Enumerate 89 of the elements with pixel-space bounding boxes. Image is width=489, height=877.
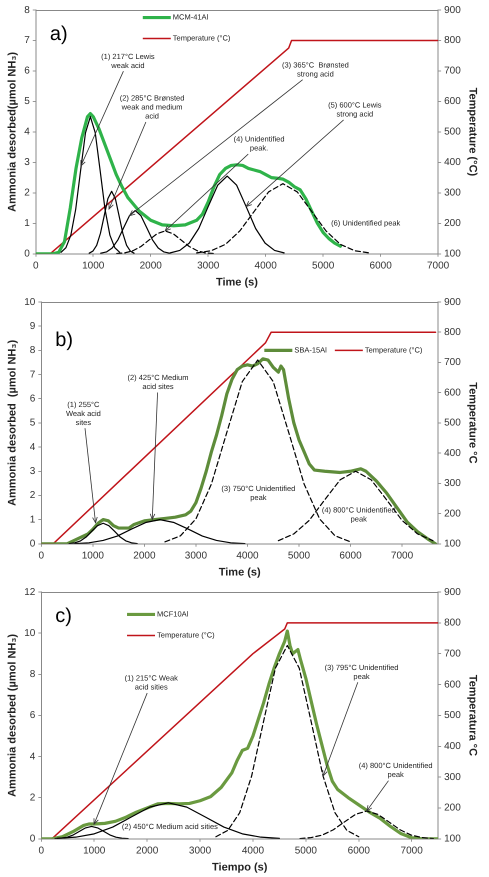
- y2-tick-label: 600: [444, 679, 462, 690]
- x-tick-label: 0: [38, 846, 45, 857]
- y-tick-label: 0: [24, 248, 30, 260]
- y2-tick-label: 300: [444, 478, 462, 490]
- x-tick-label: 3000: [188, 846, 212, 857]
- y2-tick-label: 300: [444, 188, 462, 199]
- x-tick-label: 7000: [390, 550, 414, 562]
- y-tick-label: 1: [30, 514, 36, 526]
- y2-tick-label: 700: [444, 66, 462, 77]
- x-tick-label: 4000: [242, 846, 265, 857]
- x-tick-label: 7000: [426, 260, 450, 272]
- y-axis-title: Ammonia desorbed (µmol NH₃): [6, 340, 19, 506]
- x-tick-label: 1000: [82, 550, 104, 562]
- x-tick-label: 2000: [136, 846, 159, 857]
- x-tick-label: 6000: [370, 260, 392, 272]
- x-tick-label: 3000: [184, 550, 208, 562]
- x-axis-title: Time (s): [216, 276, 258, 288]
- y2-tick-label: 400: [444, 741, 462, 752]
- y2-tick-label: 400: [444, 157, 462, 168]
- x-tick-label: 5000: [294, 846, 318, 857]
- y-tick-label: 5: [24, 96, 30, 108]
- y-tick-label: 12: [24, 586, 36, 598]
- y-tick-label: 8: [24, 4, 30, 16]
- y2-axis-title: Temperature (°C): [466, 88, 478, 177]
- x-axis-title: Tiempo (s): [212, 861, 268, 874]
- y2-tick-label: 800: [444, 35, 462, 46]
- y2-tick-label: 600: [444, 387, 462, 398]
- x-tick-label: 6000: [348, 846, 370, 857]
- y2-tick-label: 500: [444, 418, 462, 429]
- x-tick-label: 2000: [133, 550, 156, 562]
- y-tick-label: 10: [24, 296, 36, 308]
- y-tick-label: 10: [24, 628, 36, 639]
- y2-axis-title: Temperature °C: [466, 382, 478, 464]
- text: c): [55, 605, 72, 628]
- y2-tick-label: 100: [444, 248, 462, 260]
- y2-tick-label: 900: [444, 586, 462, 598]
- y2-tick-label: 200: [444, 218, 462, 230]
- y2-tick-label: 800: [444, 618, 462, 629]
- y2-tick-label: 500: [444, 126, 462, 138]
- y-tick-label: 4: [24, 126, 30, 138]
- x-tick-label: 4000: [254, 260, 278, 272]
- y2-tick-label: 100: [444, 834, 462, 845]
- x-axis-title: Time (s): [218, 566, 262, 578]
- x-tick-label: 7000: [400, 846, 424, 857]
- y-tick-label: 3: [24, 157, 30, 168]
- y-tick-label: 0: [30, 834, 36, 845]
- y-tick-label: 9: [30, 320, 36, 332]
- y-tick-label: 3: [30, 466, 36, 478]
- x-tick-label: 2000: [140, 260, 162, 272]
- y2-tick-label: 900: [444, 4, 462, 16]
- x-tick-label: 5000: [288, 550, 311, 562]
- y2-tick-label: 200: [444, 802, 462, 814]
- y-axis-title: Ammonia desorbed(µmol NH₃): [6, 52, 19, 212]
- y-tick-label: 4: [30, 442, 36, 453]
- y-tick-label: 0: [30, 538, 36, 550]
- y-tick-label: 1: [24, 218, 30, 230]
- x-tick-label: 6000: [339, 550, 362, 562]
- y2-tick-label: 300: [444, 772, 462, 783]
- x-tick-label: 5000: [312, 260, 335, 272]
- y2-tick-label: 100: [444, 538, 462, 550]
- text: b): [55, 329, 74, 352]
- x-tick-label: 3000: [197, 260, 220, 272]
- y-tick-label: 6: [24, 66, 30, 77]
- y2-tick-label: 600: [444, 96, 462, 108]
- y-tick-label: 2: [24, 188, 30, 199]
- y-tick-label: 4: [30, 751, 36, 762]
- y2-tick-label: 500: [444, 710, 462, 722]
- y2-tick-label: 700: [444, 357, 462, 368]
- y2-tick-label: 700: [444, 648, 462, 660]
- y2-axis-title: Temperatura °C: [466, 674, 478, 756]
- y-tick-label: 7: [30, 369, 36, 380]
- y-tick-label: 2: [30, 792, 36, 804]
- x-tick-label: 4000: [236, 550, 260, 562]
- y2-tick-label: 400: [444, 448, 462, 459]
- y-tick-label: 8: [30, 345, 36, 356]
- y2-tick-label: 800: [444, 326, 462, 338]
- text: a): [50, 22, 68, 45]
- x-tick-label: 1000: [82, 260, 105, 272]
- x-tick-label: 0: [38, 550, 45, 562]
- y-tick-label: 6: [30, 393, 36, 404]
- y2-tick-label: 200: [444, 508, 462, 520]
- y-tick-label: 5: [30, 418, 36, 429]
- y-tick-label: 8: [30, 669, 36, 680]
- y-axis-title: Ammonia desorbed (µmol NH₃): [6, 634, 19, 797]
- y-tick-label: 2: [30, 490, 36, 502]
- y-tick-label: 7: [24, 35, 30, 46]
- y-tick-label: 6: [30, 710, 36, 722]
- x-tick-label: 1000: [83, 846, 106, 857]
- y2-tick-label: 900: [444, 296, 462, 308]
